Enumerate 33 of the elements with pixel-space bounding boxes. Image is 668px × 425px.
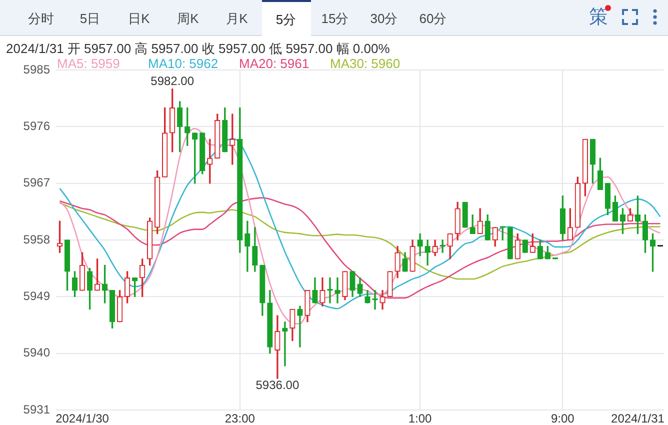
tab[interactable]: 5分	[262, 0, 310, 36]
tab[interactable]: 周K	[164, 0, 212, 35]
y-tick-label: 5958	[23, 232, 50, 246]
x-tick-label: 9:00	[550, 412, 575, 425]
y-tick-label: 5949	[23, 288, 50, 303]
y-tick-label: 5931	[23, 402, 50, 416]
text: MA30: 5960	[330, 56, 402, 72]
x-tick-label: 23:00	[224, 412, 256, 425]
chart-subtitle: 2024/1/31 开 5957.00 高 5957.00 收 5957.00 低 5957.00 幅 0.00%	[6, 40, 390, 57]
tab[interactable]: 分时	[16, 0, 66, 35]
candlestick	[297, 306, 303, 348]
annotation: 5936.00	[256, 378, 300, 392]
x-tick-label: 2024/1/30	[56, 412, 110, 425]
tab[interactable]: 日K	[114, 0, 164, 35]
text: MA5: 5959	[57, 56, 121, 72]
annotation: 5982.00	[150, 74, 194, 88]
tab[interactable]: 月K	[212, 0, 262, 35]
y-tick-label: 5940	[23, 346, 50, 360]
candlestick	[282, 322, 288, 366]
candlestick	[334, 277, 340, 304]
text: MA10: 5962	[148, 56, 220, 72]
x-tick-label: 2024/1/31	[611, 412, 665, 425]
tab[interactable]: 30分	[360, 0, 408, 35]
y-tick-label: 5967	[23, 176, 50, 190]
y-tick-label: 5985	[23, 62, 50, 76]
tab[interactable]: 15分	[310, 0, 360, 35]
y-tick-label: 5976	[23, 118, 50, 133]
text: MA20: 5961	[239, 56, 310, 72]
tab[interactable]: 60分	[408, 0, 458, 35]
x-tick-label: 1:00	[408, 412, 432, 425]
tab[interactable]: 5日	[66, 0, 114, 35]
line-series	[59, 202, 661, 280]
text: 策	[589, 6, 608, 30]
